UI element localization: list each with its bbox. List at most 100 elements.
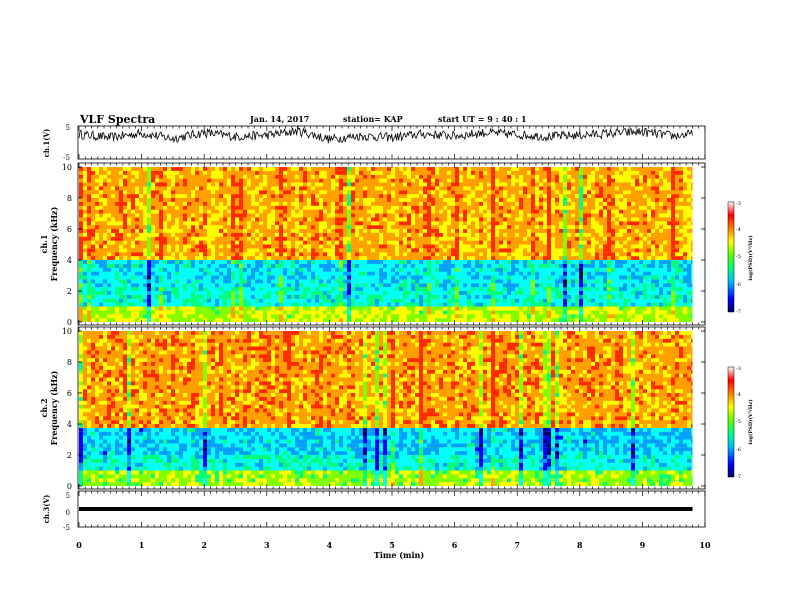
spectrogram-cell: [435, 260, 439, 264]
spectrogram-cell: [123, 244, 127, 249]
spectrogram-cell: [283, 287, 287, 291]
spectrogram-cell: [151, 306, 155, 311]
spectrogram-cell: [331, 221, 335, 226]
spectrogram-cell: [303, 229, 307, 233]
spectrogram-cell: [479, 174, 483, 179]
spectrogram-cell: [103, 205, 107, 210]
spectrogram-cell: [539, 190, 543, 195]
spectrogram-cell: [495, 209, 499, 214]
spectrogram-cell: [99, 244, 103, 249]
spectrogram-cell: [243, 298, 247, 303]
spectrogram-cell: [327, 209, 331, 214]
spectrogram-cell: [179, 283, 183, 288]
spectrogram-cell: [511, 263, 515, 268]
spectrogram-cell: [471, 306, 475, 311]
spectrogram-cell: [439, 314, 443, 319]
spectrogram-cell: [275, 217, 279, 222]
spectrogram-cell: [559, 205, 563, 210]
spectrogram-cell: [539, 167, 543, 171]
spectrogram-cell: [139, 271, 143, 276]
spectrogram-cell: [87, 213, 91, 218]
spectrogram-cell: [535, 263, 539, 268]
spectrogram-cell: [559, 275, 563, 280]
spectrogram-cell: [319, 260, 323, 264]
spectrogram-cell: [455, 267, 459, 272]
spectrogram-cell: [163, 217, 167, 222]
spectrogram-cell: [471, 248, 475, 253]
spectrogram-cell: [175, 256, 179, 260]
spectrogram-cell: [499, 302, 503, 307]
spectrogram-cell: [391, 232, 395, 237]
spectrogram-cell: [271, 306, 275, 311]
spectrogram-cell: [291, 209, 295, 214]
spectrogram-cell: [147, 283, 151, 288]
spectrogram-cell: [491, 205, 495, 210]
spectrogram-cell: [283, 229, 287, 233]
spectrogram-cell: [211, 298, 215, 303]
spectrogram-cell: [323, 318, 327, 322]
spectrogram-cell: [519, 318, 523, 322]
spectrogram-cell: [439, 256, 443, 260]
spectrogram-cell: [363, 279, 367, 284]
spectrogram-cell: [455, 190, 459, 195]
spectrogram-cell: [231, 244, 235, 249]
spectrogram-cell: [87, 256, 91, 260]
spectrogram-cell: [211, 229, 215, 233]
spectrogram-cell: [207, 182, 211, 187]
spectrogram-cell: [219, 310, 223, 315]
spectrogram-cell: [247, 298, 251, 303]
spectrogram-cell: [527, 225, 531, 229]
spectrogram-cell: [99, 174, 103, 179]
spectrogram-cell: [399, 174, 403, 179]
spectrogram-cell: [315, 294, 319, 299]
spectrogram-cell: [463, 174, 467, 179]
spectrogram-cell: [383, 229, 387, 233]
spectrogram-cell: [399, 225, 403, 229]
spectrogram-cell: [151, 271, 155, 276]
spectrogram-cell: [123, 221, 127, 226]
spectrogram-cell: [575, 248, 579, 253]
spectrogram-cell: [423, 271, 427, 276]
spectrogram-cell: [531, 213, 535, 218]
spectrogram-cell: [219, 302, 223, 307]
spectrogram-cell: [503, 221, 507, 226]
spectrogram-cell: [351, 217, 355, 222]
spectrogram-cell: [275, 194, 279, 198]
spectrogram-cell: [519, 213, 523, 218]
spectrogram-cell: [435, 271, 439, 276]
spectrogram-cell: [427, 232, 431, 237]
spectrogram-cell: [379, 260, 383, 264]
spectrogram-cell: [331, 178, 335, 183]
spectrogram-cell: [171, 306, 175, 311]
spectrogram-cell: [127, 209, 131, 214]
spectrogram-cell: [319, 225, 323, 229]
spectrogram-cell: [151, 314, 155, 319]
spectrogram-cell: [555, 310, 559, 315]
spectrogram-cell: [319, 167, 323, 171]
spectrogram-cell: [215, 263, 219, 268]
spectrogram-cell: [271, 190, 275, 195]
spectrogram-cell: [143, 244, 147, 249]
spectrogram-cell: [359, 217, 363, 222]
spectrogram-cell: [483, 279, 487, 284]
spectrogram-cell: [79, 170, 83, 175]
spectrogram-cell: [335, 314, 339, 319]
spectrogram-cell: [559, 298, 563, 303]
spectrogram-cell: [571, 256, 575, 260]
spectrogram-cell: [299, 263, 303, 268]
spectrogram-cell: [551, 221, 555, 226]
spectrogram-cell: [211, 256, 215, 260]
spectrogram-cell: [523, 294, 527, 299]
spectrogram-cell: [415, 240, 419, 245]
spectrogram-cell: [443, 217, 447, 222]
spectrogram-cell: [91, 174, 95, 179]
spectrogram-cell: [107, 182, 111, 187]
spectrogram-cell: [363, 167, 367, 171]
spectrogram-cell: [403, 194, 407, 198]
spectrogram-cell: [115, 271, 119, 276]
spectrogram-cell: [443, 240, 447, 245]
spectrogram-cell: [227, 232, 231, 237]
spectrogram-cell: [183, 178, 187, 183]
spectrogram-cell: [547, 170, 551, 175]
spectrogram-cell: [123, 252, 127, 257]
